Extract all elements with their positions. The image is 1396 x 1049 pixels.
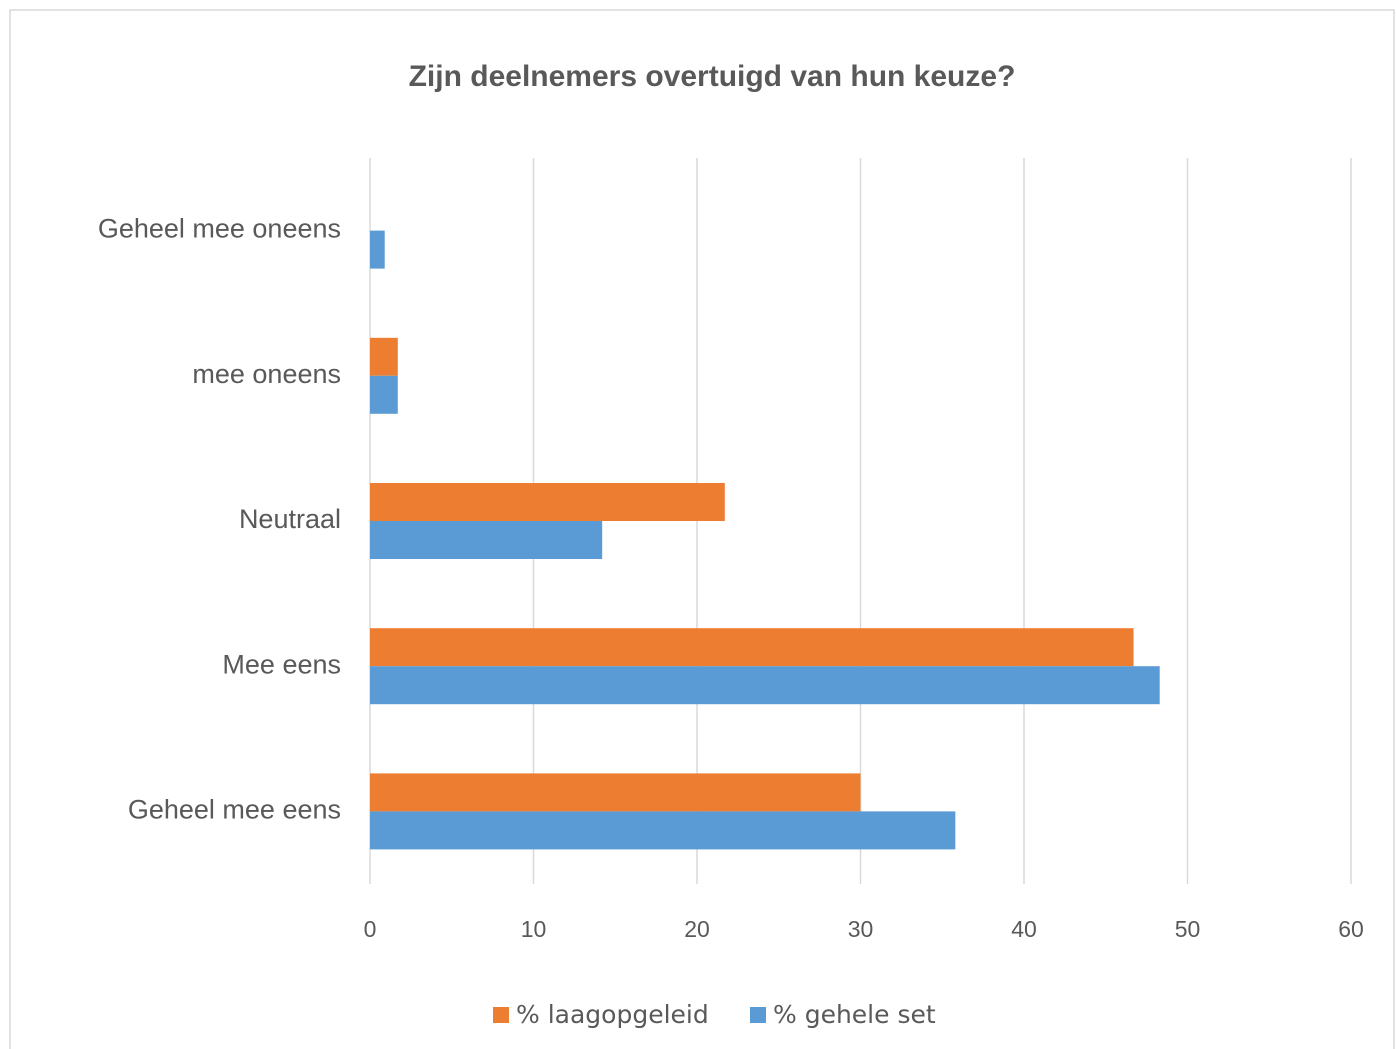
x-tick-label: 10 [521,916,547,942]
bar [370,230,385,269]
chart-border [9,9,1395,1049]
legend-label: % gehele set [773,1000,936,1029]
bar [370,337,398,376]
legend-swatch [493,1007,509,1023]
legend-swatch [750,1007,766,1023]
bar [370,666,1160,705]
x-tick-label: 30 [848,916,874,942]
y-tick-label: Geheel mee oneens [98,214,341,244]
bar [370,375,398,414]
y-tick-label: Mee eens [222,649,341,679]
x-tick-label: 60 [1338,916,1364,942]
y-tick-label: Geheel mee eens [128,795,341,825]
x-tick-label: 20 [684,916,710,942]
bar [370,811,956,850]
chart-title: Zijn deelnemers overtuigd van hun keuze? [409,60,1016,93]
y-tick-label: Neutraal [239,504,341,534]
x-tick-label: 40 [1011,916,1037,942]
legend-label: % laagopgeleid [516,1000,709,1029]
bar [370,773,861,812]
x-tick-label: 50 [1175,916,1201,942]
x-tick-label: 0 [364,916,377,942]
y-tick-label: mee oneens [192,359,341,389]
bar [370,628,1134,667]
bar [370,521,603,559]
bar [370,483,725,521]
